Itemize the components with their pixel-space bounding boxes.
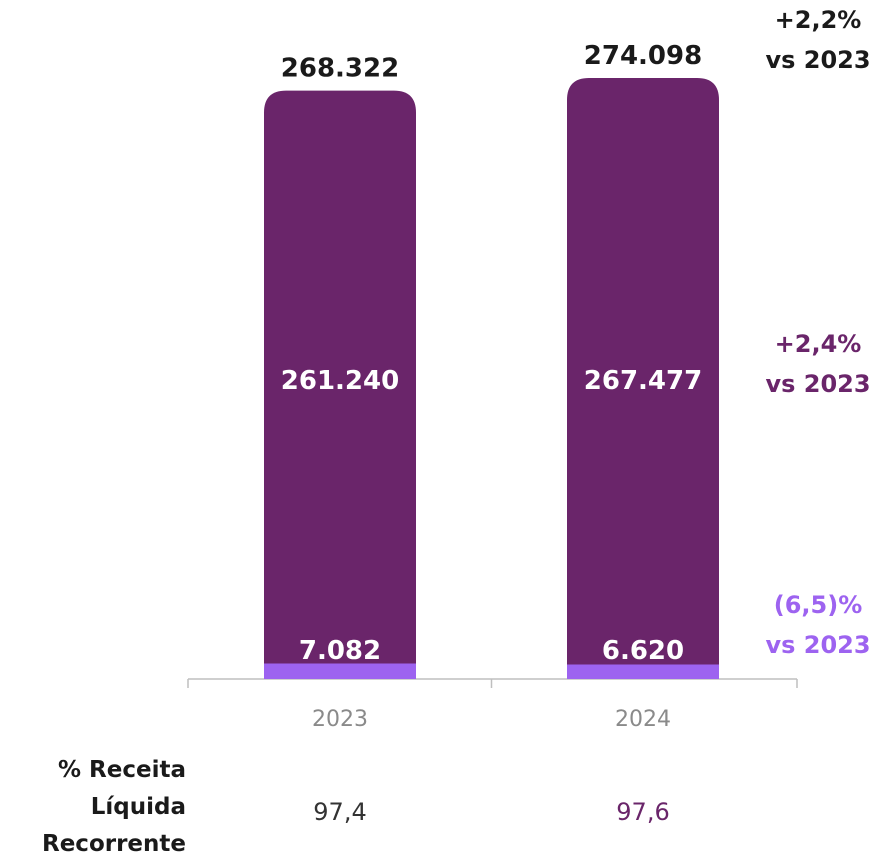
share-row-label-line-1: % Receita xyxy=(58,757,186,783)
total-label-2023: 268.322 xyxy=(281,54,399,84)
change-annotation-1-basis: vs 2023 xyxy=(765,46,870,74)
total-label-2024: 274.098 xyxy=(584,41,702,71)
recurring-share-row: % Receita Líquida Recorrente 97,4 97,6 xyxy=(42,757,670,857)
bar-segment-2023-top xyxy=(264,90,416,664)
x-tick-label-2024: 2024 xyxy=(615,707,671,732)
change-annotation-2-value: +2,4% xyxy=(775,330,862,358)
share-row-label-line-3: Recorrente xyxy=(42,831,186,857)
share-row-label-line-2: Líquida xyxy=(91,794,186,820)
bar-labels-group: 268.322 261.240 7.082 2023 274.098 267.477 6.6… xyxy=(281,41,702,732)
segment-label-2024-bottom: 6.620 xyxy=(602,636,684,666)
bars-group xyxy=(264,78,719,679)
share-value-2023: 97,4 xyxy=(313,798,366,826)
change-annotation-3-basis: vs 2023 xyxy=(765,631,870,659)
bar-segment-2023-bottom xyxy=(264,663,416,679)
share-value-2024: 97,6 xyxy=(616,798,669,826)
change-annotations: +2,2% vs 2023 +2,4% vs 2023 (6,5)% vs 2023 xyxy=(765,6,870,659)
segment-label-2024-top: 267.477 xyxy=(584,366,702,396)
segment-label-2023-bottom: 7.082 xyxy=(299,636,381,666)
change-annotation-2-basis: vs 2023 xyxy=(765,370,870,398)
x-tick-label-2023: 2023 xyxy=(312,707,368,732)
change-annotation-1-value: +2,2% xyxy=(775,6,862,34)
bar-segment-2024-top xyxy=(567,78,719,665)
x-axis-ticks xyxy=(187,679,798,688)
segment-label-2023-top: 261.240 xyxy=(281,366,399,396)
bar-segment-2024-bottom xyxy=(567,664,719,679)
change-annotation-3-value: (6,5)% xyxy=(774,591,863,619)
